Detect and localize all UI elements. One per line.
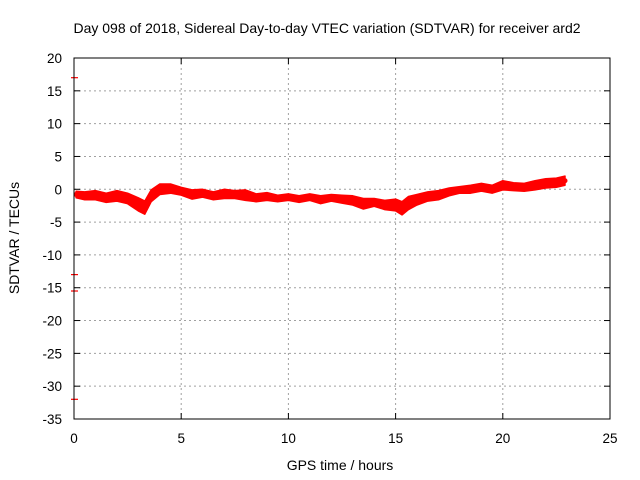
y-tick-label: 20: [47, 51, 62, 66]
data-point: [521, 184, 527, 190]
data-point: [478, 184, 484, 190]
grid: [74, 58, 610, 419]
data-point: [92, 192, 98, 198]
y-tick-label: 5: [54, 149, 62, 164]
data-point: [446, 189, 452, 195]
data-point: [232, 192, 238, 197]
data-point: [243, 192, 248, 198]
y-tick-label: -35: [42, 412, 62, 427]
data-point: [543, 180, 549, 186]
x-tick-label: 5: [177, 431, 185, 446]
data-point: [382, 202, 388, 208]
data-point: [275, 196, 281, 201]
y-tick-label: -20: [42, 314, 62, 329]
data-point: [562, 178, 568, 184]
y-tick-label: 10: [47, 117, 62, 132]
data-point: [468, 186, 474, 192]
data-point: [142, 205, 148, 211]
data-point: [328, 195, 334, 201]
data-point: [307, 194, 313, 200]
data-point: [148, 193, 154, 199]
data-point: [339, 196, 345, 202]
y-tick-label: 0: [54, 182, 62, 197]
data-point: [189, 192, 195, 197]
data-point: [489, 186, 495, 192]
data-point: [360, 201, 366, 207]
y-tick-label: -15: [42, 281, 62, 296]
data-point: [350, 197, 356, 203]
data-point: [436, 192, 441, 198]
y-tick-label: -25: [42, 346, 62, 361]
x-tick-label: 10: [281, 431, 296, 446]
y-axis-label: SDTVAR / TECUs: [6, 182, 22, 294]
data-point: [168, 186, 173, 192]
y-tick-label: 15: [47, 84, 62, 99]
y-tick-label: -10: [42, 248, 62, 263]
data-point: [125, 196, 131, 201]
tick-labels: 0 5 10 15 20 25 -35 -30 -25 -20 -15 -10 -5 0 5 10 15 20: [42, 51, 617, 446]
data-point: [221, 191, 227, 197]
y-tick-label: -30: [42, 379, 62, 394]
x-tick-label: 0: [70, 431, 78, 446]
data-point: [393, 202, 399, 208]
data-point: [114, 193, 120, 199]
x-tick-label: 25: [602, 431, 617, 446]
data-point: [457, 187, 463, 193]
x-axis-label: GPS time / hours: [287, 457, 394, 473]
data-point: [553, 180, 559, 186]
data-point: [406, 200, 411, 206]
data-point: [285, 194, 291, 200]
data-point: [425, 194, 431, 199]
data-point: [178, 188, 184, 194]
data-point: [500, 182, 506, 188]
data-point: [371, 199, 377, 205]
data-point: [511, 184, 516, 190]
data-point: [532, 182, 538, 188]
data-point: [157, 186, 163, 192]
data-layer: [71, 77, 568, 400]
data-point: [73, 192, 79, 197]
data-point: [82, 193, 88, 199]
chart-title: Day 098 of 2018, Sidereal Day-to-day VTE…: [73, 20, 580, 36]
data-point: [414, 197, 420, 203]
y-tick-label: -5: [50, 215, 62, 230]
data-point: [135, 201, 141, 207]
plot-frame: [73, 57, 611, 420]
data-point: [264, 194, 270, 199]
data-point: [296, 196, 302, 202]
data-point: [200, 190, 206, 196]
tick-marks: [73, 57, 611, 420]
data-point: [103, 195, 109, 201]
data-point: [210, 193, 216, 199]
series-band: [75, 175, 566, 216]
x-tick-label: 20: [495, 431, 510, 446]
data-point: [399, 205, 405, 211]
x-tick-label: 15: [388, 431, 403, 446]
data-point: [318, 197, 324, 203]
data-point: [253, 195, 259, 201]
